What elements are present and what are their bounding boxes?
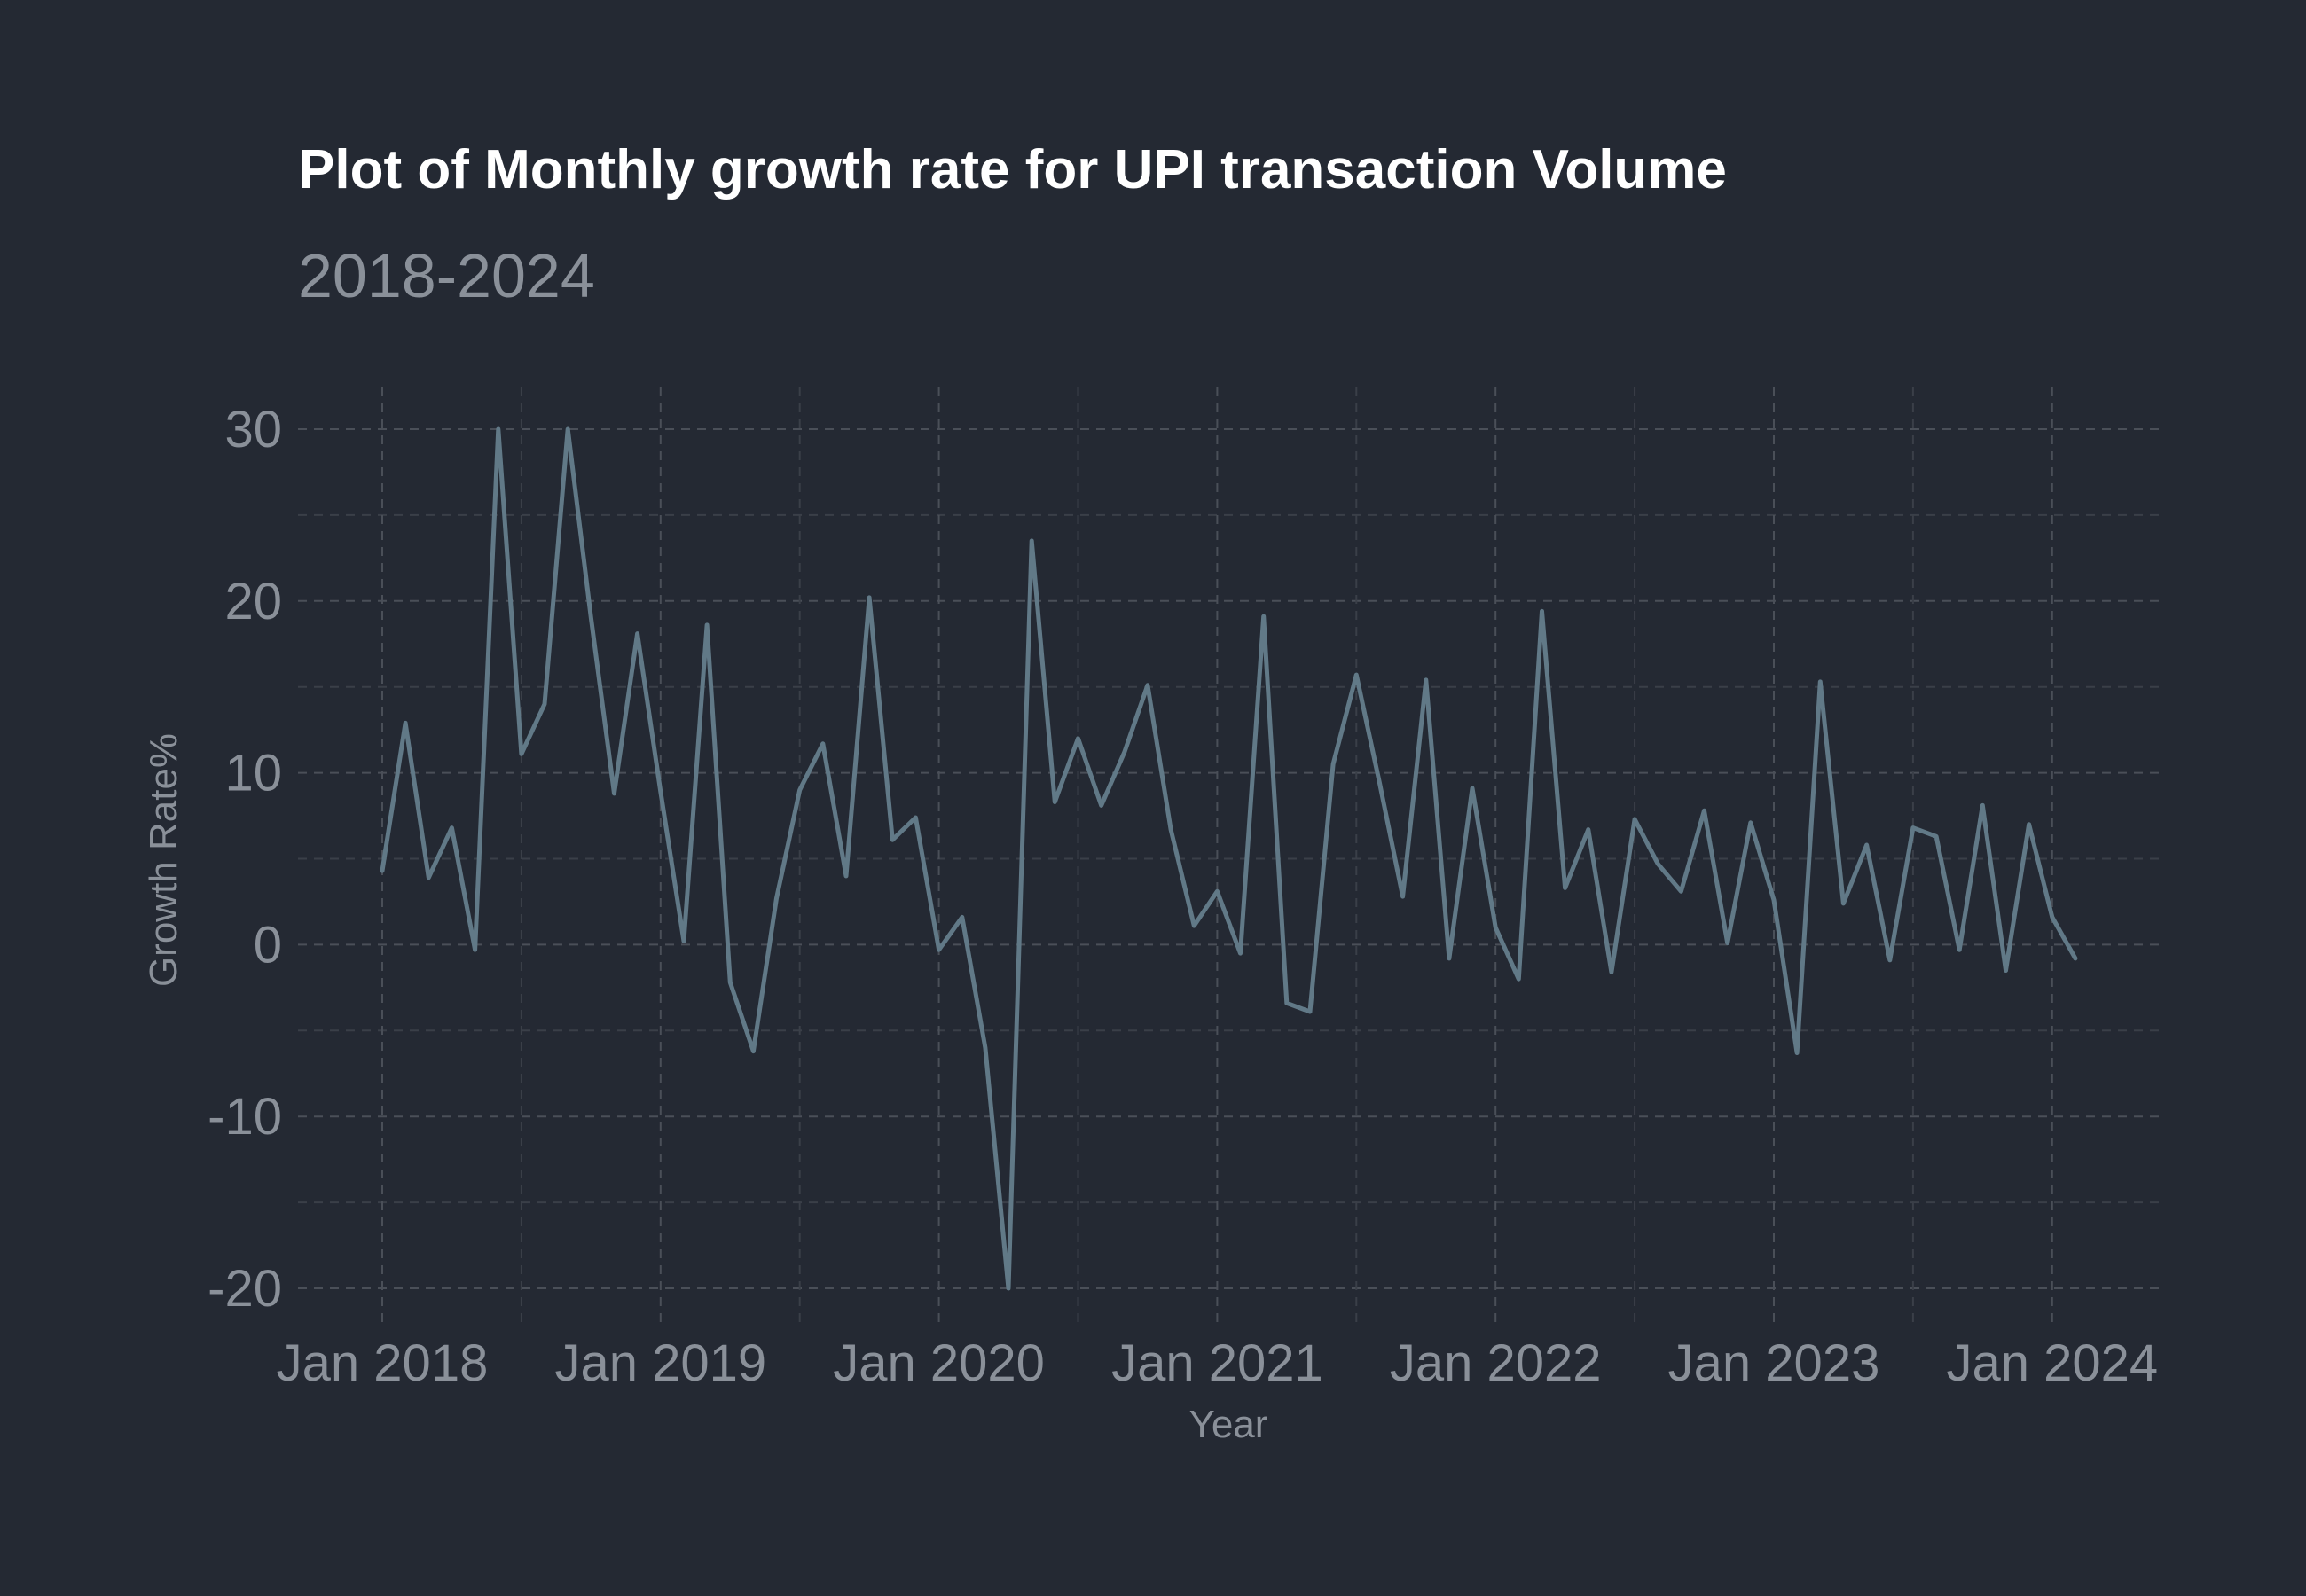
- y-tick-label: 20: [224, 573, 282, 630]
- chart-title: Plot of Monthly growth rate for UPI tran…: [298, 139, 1727, 200]
- y-tick-label: 30: [224, 401, 282, 458]
- series-line: [380, 426, 2078, 1291]
- y-tick-label: 0: [254, 916, 282, 974]
- x-tick-label: Jan 2018: [277, 1334, 489, 1392]
- y-axis-ticks: 30 20 10 0 -10 -20: [208, 401, 282, 1318]
- x-tick-label: Jan 2020: [833, 1334, 1045, 1392]
- x-axis-label: Year: [1189, 1403, 1268, 1446]
- chart-subtitle: 2018-2024: [298, 241, 595, 310]
- y-axis-label: Growth Rate%: [142, 733, 185, 987]
- grid: [298, 387, 2159, 1327]
- x-tick-label: Jan 2024: [1946, 1334, 2158, 1392]
- x-tick-label: Jan 2023: [1668, 1334, 1880, 1392]
- x-axis-ticks: Jan 2018 Jan 2019 Jan 2020 Jan 2021 Jan 2022…: [277, 1334, 2158, 1392]
- x-tick-label: Jan 2022: [1390, 1334, 1602, 1392]
- y-tick-label: 10: [224, 745, 282, 802]
- x-tick-label: Jan 2019: [554, 1334, 766, 1392]
- x-tick-label: Jan 2021: [1111, 1334, 1323, 1392]
- y-tick-label: -20: [208, 1260, 282, 1318]
- y-tick-label: -10: [208, 1088, 282, 1146]
- series-layer: [380, 426, 2078, 1291]
